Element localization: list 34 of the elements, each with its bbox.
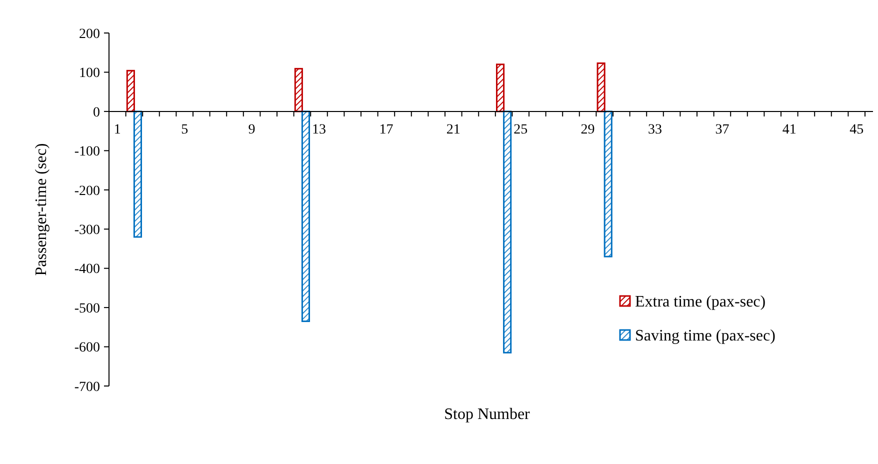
y-axis-title: Passenger-time (sec) xyxy=(33,143,50,276)
bar xyxy=(126,70,135,112)
x-tick-label: 1 xyxy=(114,122,121,138)
y-tick-label: 200 xyxy=(79,26,100,42)
y-tick-label: -100 xyxy=(74,144,100,160)
bar xyxy=(596,62,606,112)
y-tick-label: -500 xyxy=(74,301,100,316)
x-tick-label: 9 xyxy=(248,122,256,138)
x-tick-label: 45 xyxy=(850,122,864,138)
x-tick-label: 17 xyxy=(379,122,394,138)
bar xyxy=(496,64,505,112)
x-tick-label: 25 xyxy=(514,122,528,138)
bar xyxy=(301,110,310,322)
x-tick-label: 21 xyxy=(446,122,460,138)
x-tick-label: 13 xyxy=(312,122,326,138)
y-tick-label: -200 xyxy=(74,184,100,199)
y-tick-label: 0 xyxy=(93,105,100,120)
bar xyxy=(294,68,303,112)
x-tick-label: 5 xyxy=(181,122,188,138)
y-tick-label: -600 xyxy=(74,340,100,356)
legend-label: Saving time (pax-sec) xyxy=(635,328,776,345)
x-tick-label: 37 xyxy=(715,122,730,138)
legend-label: Extra time (pax-sec) xyxy=(635,294,766,311)
x-tick-label: 29 xyxy=(580,122,595,138)
y-tick-label: -300 xyxy=(74,223,100,238)
y-tick-label: 100 xyxy=(79,66,100,82)
y-tick-label: -700 xyxy=(74,380,100,395)
bar xyxy=(604,110,612,258)
x-tick-label: 41 xyxy=(782,122,796,138)
x-axis-title: Stop Number xyxy=(444,406,531,423)
bar xyxy=(503,110,512,354)
y-tick-label: -400 xyxy=(74,262,100,278)
bar xyxy=(133,110,142,238)
x-tick-label: 33 xyxy=(648,122,662,138)
